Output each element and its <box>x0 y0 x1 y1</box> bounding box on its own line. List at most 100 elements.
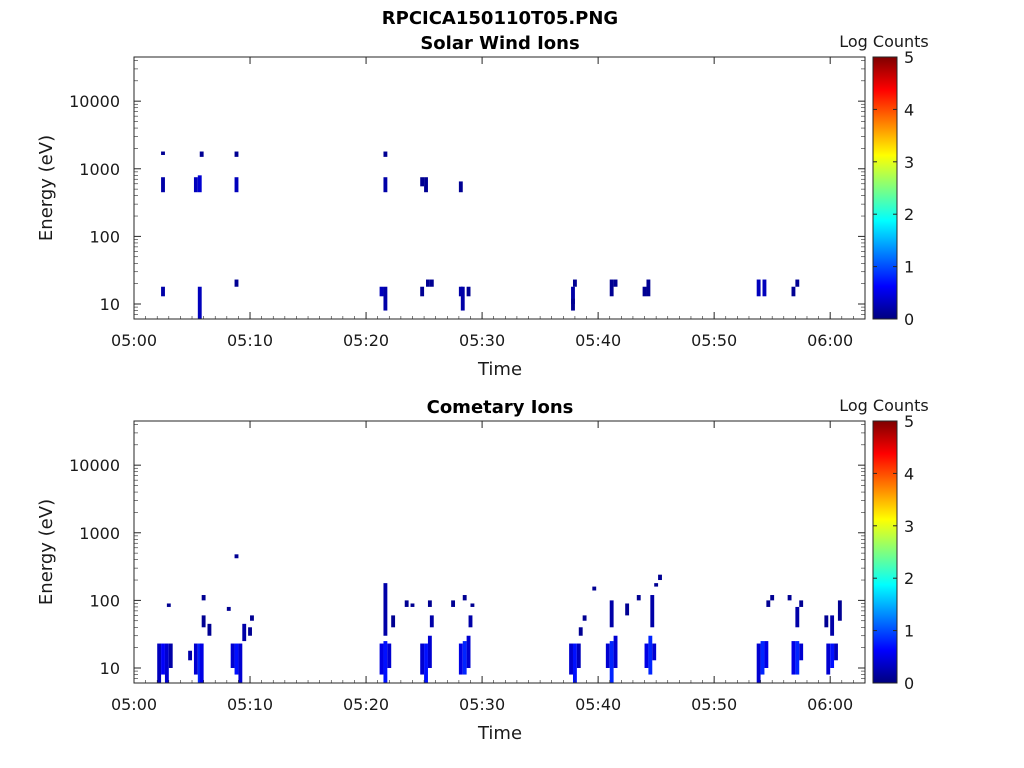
heatmap-cell <box>462 595 467 601</box>
y-tick-label: 10 <box>100 295 120 314</box>
x-tick-label: 06:00 <box>807 331 853 350</box>
heatmap-cell <box>429 615 434 628</box>
heatmap-cell <box>199 643 204 683</box>
x-tick-label: 05:20 <box>343 331 389 350</box>
heatmap-cell <box>830 643 835 668</box>
x-tick-label: 05:40 <box>575 695 621 714</box>
heatmap-cell <box>234 151 239 157</box>
y-tick-label: 10000 <box>69 456 120 475</box>
colorbar-tick-label: 2 <box>904 569 914 588</box>
heatmap-cell <box>242 623 247 642</box>
heatmap-cell <box>605 643 610 668</box>
heatmap-cell <box>379 643 384 675</box>
cometary-panel: Cometary Ions Log Counts Time Energy (eV… <box>36 396 929 744</box>
heatmap-cell <box>569 643 573 675</box>
heatmap-cell <box>650 595 655 628</box>
figure-title: RPCICA150110T05.PNG <box>382 8 618 29</box>
x-axis-label: Time <box>477 359 522 380</box>
heatmap-cell <box>572 643 577 683</box>
heatmap-cell <box>427 635 432 668</box>
heatmap-cell <box>642 286 647 297</box>
heatmap-cell <box>420 286 425 297</box>
y-tick-label: 10000 <box>69 92 120 111</box>
heatmap-cell <box>193 643 198 675</box>
plot-frame <box>133 420 866 684</box>
colorbar-tick-label: 0 <box>904 674 914 693</box>
heatmap-cell <box>166 603 171 607</box>
heatmap-cell <box>379 286 384 297</box>
colorbar-tick-label: 4 <box>904 464 914 483</box>
heatmap-cell <box>383 151 388 157</box>
heatmap-cell <box>201 595 206 601</box>
panel-title: Solar Wind Ions <box>420 33 579 54</box>
y-tick-label: 1000 <box>79 524 120 543</box>
colorbar-tick-label: 1 <box>904 258 914 277</box>
heatmap-cell <box>383 177 388 193</box>
colorbar-tick-label: 3 <box>904 153 914 172</box>
heatmap-cell <box>644 643 649 668</box>
heatmap-cell <box>193 177 198 193</box>
heatmap-cell <box>188 650 193 661</box>
heatmap-cell <box>571 286 575 304</box>
heatmap-cell <box>571 298 575 311</box>
x-tick-label: 05:00 <box>111 331 157 350</box>
heatmap-cell <box>201 615 206 628</box>
heatmap-cell <box>609 279 614 297</box>
plot-frame <box>133 56 866 320</box>
heatmap-cell <box>756 279 761 297</box>
heatmap-cell <box>207 623 212 636</box>
heatmap-cell <box>572 279 577 287</box>
heatmap-cell <box>234 177 239 193</box>
y-axis-label: Energy (eV) <box>36 499 57 605</box>
heatmap-cell <box>199 151 204 157</box>
x-tick-label: 05:10 <box>227 695 273 714</box>
heatmap-cell <box>410 603 415 607</box>
heatmap-cell <box>462 641 467 675</box>
heatmap-cell <box>383 583 388 636</box>
heatmap-cell <box>756 643 761 683</box>
heatmap-cell <box>404 600 409 607</box>
heatmap-cell <box>387 643 392 668</box>
heatmap-cell <box>168 643 173 668</box>
heatmap-cell <box>470 603 475 607</box>
heatmap-cell <box>458 181 463 193</box>
heatmap-cell <box>762 279 767 297</box>
y-tick-label: 100 <box>89 591 120 610</box>
heatmap-cell <box>609 600 614 628</box>
heatmap-cell <box>582 615 587 621</box>
heatmap-cell <box>795 606 800 628</box>
x-tick-label: 05:20 <box>343 695 389 714</box>
heatmap-cell <box>234 279 239 287</box>
heatmap-cell <box>830 615 835 636</box>
heatmap-cell <box>383 641 388 683</box>
heatmap-cell <box>578 627 583 636</box>
heatmap-cell <box>592 586 597 591</box>
heatmap-cell <box>424 643 428 683</box>
heatmap-cell <box>424 177 428 193</box>
heatmap-cell <box>161 286 165 297</box>
panel-title: Cometary Ions <box>427 397 574 418</box>
heatmap-cell <box>451 600 456 607</box>
heatmap-cell <box>161 151 165 155</box>
heatmap-cell <box>791 286 796 297</box>
x-tick-label: 06:00 <box>807 695 853 714</box>
x-axis-label: Time <box>477 723 522 744</box>
heatmap-cell <box>766 600 771 607</box>
heatmap-cell <box>824 615 829 628</box>
x-tick-label: 05:00 <box>111 695 157 714</box>
x-tick-label: 05:10 <box>227 331 273 350</box>
x-tick-label: 05:40 <box>575 331 621 350</box>
colorbar-label: Log Counts <box>839 396 929 415</box>
x-tick-label: 05:30 <box>459 695 505 714</box>
y-tick-label: 10 <box>100 659 120 678</box>
heatmap-cell <box>652 643 657 661</box>
y-tick-label: 100 <box>89 227 120 246</box>
heatmap-cell <box>238 643 243 683</box>
heatmap-cell <box>658 574 662 581</box>
heatmap-cell <box>760 641 765 675</box>
heatmap-cell <box>429 279 434 287</box>
colorbar-tick-label: 5 <box>904 412 914 431</box>
colorbar <box>872 420 898 684</box>
heatmap-cell <box>648 635 653 675</box>
heatmap-cell <box>420 643 425 675</box>
